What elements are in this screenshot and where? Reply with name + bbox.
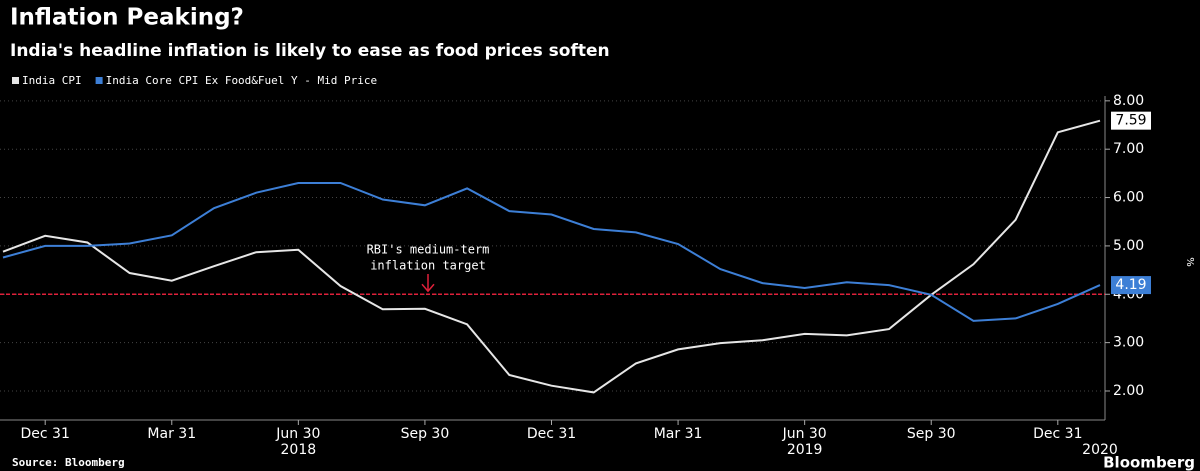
x-year-label: 2019 [787, 442, 823, 458]
x-tick-label: Jun 30 [782, 426, 827, 442]
chart-title: Inflation Peaking? [10, 5, 244, 31]
value-label: 4.19 [1115, 277, 1146, 293]
value-label: 7.59 [1115, 113, 1146, 129]
x-tick-label: Dec 31 [527, 426, 576, 442]
logo: Bloomberg [1103, 454, 1195, 471]
legend-swatch [12, 77, 19, 84]
legend-label: India CPI [22, 74, 82, 87]
y-tick-label: 2.00 [1113, 383, 1144, 399]
x-tick-label: Mar 31 [654, 426, 703, 442]
y-tick-label: 5.00 [1113, 238, 1144, 254]
value-label-box [1111, 111, 1151, 130]
source: Source: Bloomberg [12, 456, 125, 469]
y-axis-label: % [1184, 257, 1195, 267]
x-year-label: 2020 [1082, 442, 1118, 458]
annotation: inflation target [370, 259, 486, 273]
x-year-label: 2018 [281, 442, 317, 458]
series-line [2, 182, 1101, 322]
y-tick-label: 7.00 [1113, 141, 1144, 157]
x-tick-label: Sep 30 [401, 426, 450, 442]
x-tick-label: Jun 30 [275, 426, 320, 442]
x-tick-label: Dec 31 [1033, 426, 1082, 442]
legend-label: India Core CPI Ex Food&Fuel Y - Mid Pric… [106, 74, 378, 87]
x-tick-label: Dec 31 [21, 426, 70, 442]
annotation: RBI's medium-term [367, 243, 490, 257]
legend-swatch [95, 77, 103, 84]
chart-subtitle: India's headline inflation is likely to … [10, 41, 610, 61]
series-line [2, 119, 1101, 394]
value-label-box [1111, 276, 1151, 295]
y-tick-label: 3.00 [1113, 335, 1144, 351]
x-tick-label: Mar 31 [147, 426, 196, 442]
y-tick-label: 8.00 [1113, 93, 1144, 109]
x-tick-label: Sep 30 [907, 426, 956, 442]
annotation-arrowhead [421, 283, 435, 293]
y-tick-label: 6.00 [1113, 190, 1144, 206]
